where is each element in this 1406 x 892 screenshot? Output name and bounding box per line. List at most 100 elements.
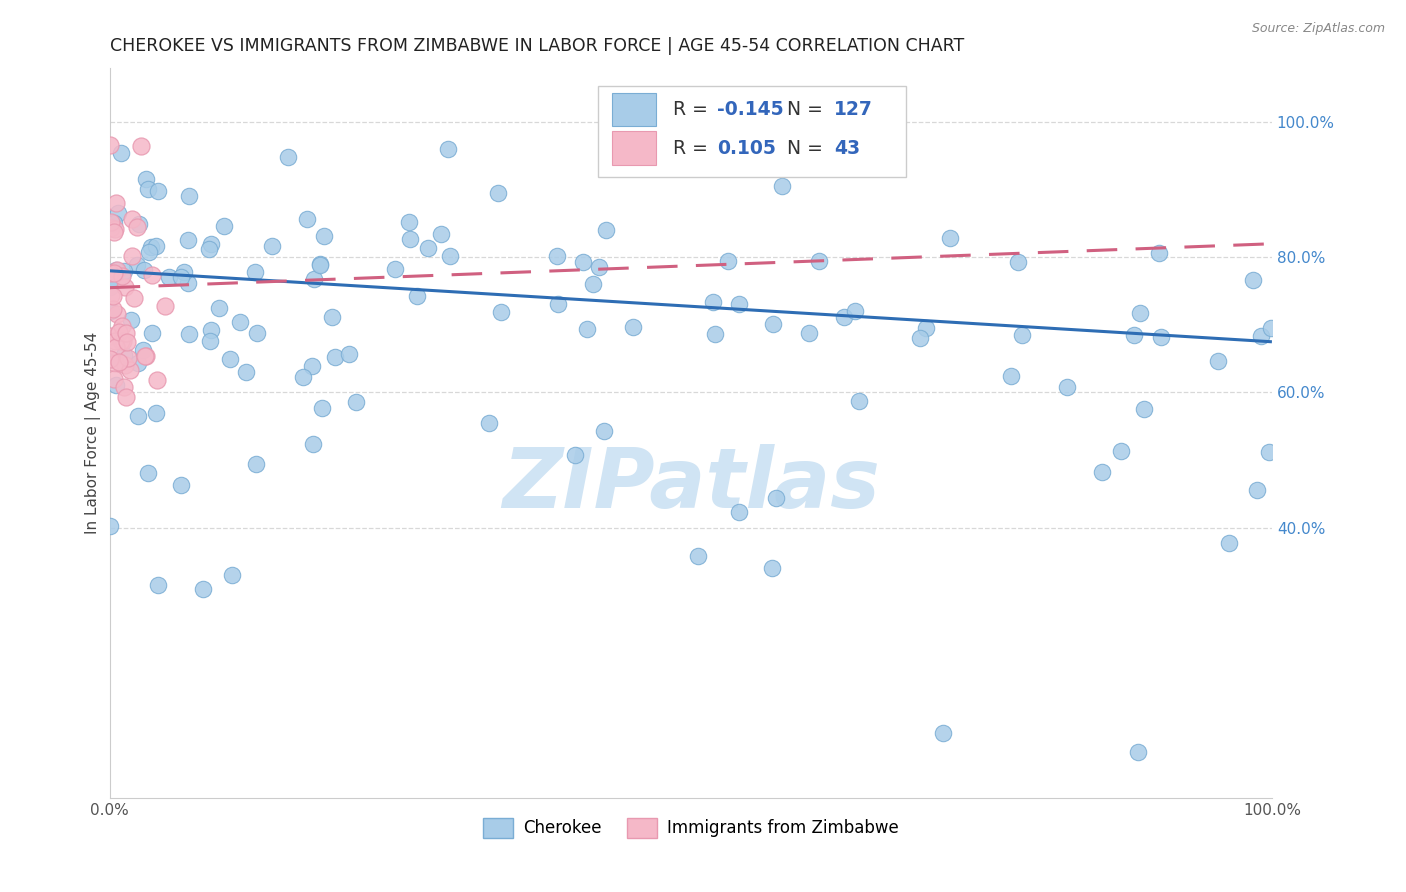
Point (128, 217, 150, 231)
Point (103, 222, 125, 236)
Point (115, 390, 138, 404)
Point (138, 181, 160, 195)
Point (138, 245, 160, 260)
Point (277, 150, 299, 164)
Text: ZIPatlas: ZIPatlas (502, 443, 880, 524)
Point (100, 278, 122, 293)
Point (218, 352, 240, 367)
Point (309, 258, 332, 272)
Point (1126, 745, 1149, 759)
Point (1250, 329, 1272, 343)
Point (200, 236, 222, 251)
Point (107, 325, 129, 339)
Point (1011, 328, 1033, 343)
Point (191, 582, 214, 596)
Point (104, 263, 127, 277)
Point (302, 437, 325, 451)
Point (111, 269, 134, 284)
Point (104, 195, 127, 210)
Point (1000, 369, 1022, 384)
Point (101, 301, 124, 316)
Point (770, 178, 793, 193)
Point (146, 373, 169, 387)
Point (727, 297, 749, 311)
Point (398, 215, 420, 229)
Point (103, 216, 125, 230)
Point (311, 401, 333, 416)
Point (98, 351, 121, 366)
Point (302, 272, 325, 286)
Point (546, 249, 568, 263)
Point (588, 260, 610, 275)
Point (728, 505, 751, 519)
Point (120, 313, 142, 327)
Point (323, 350, 346, 364)
Point (1150, 330, 1173, 344)
Point (246, 326, 269, 340)
Point (173, 265, 195, 279)
Point (110, 145, 132, 160)
Point (112, 380, 135, 394)
Point (418, 241, 440, 255)
Point (145, 239, 167, 253)
Point (141, 326, 163, 340)
Point (100, 220, 122, 235)
Point (1056, 379, 1078, 393)
Point (104, 340, 127, 354)
Text: N =: N = (787, 100, 830, 120)
Text: R =: R = (673, 100, 714, 120)
Point (1241, 273, 1264, 287)
Point (593, 424, 616, 438)
Text: CHEROKEE VS IMMIGRANTS FROM ZIMBABWE IN LABOR FORCE | AGE 45-54 CORRELATION CHAR: CHEROKEE VS IMMIGRANTS FROM ZIMBABWE IN … (110, 37, 965, 55)
Point (344, 395, 367, 409)
Point (135, 349, 157, 363)
Point (100, 303, 122, 318)
Point (1133, 402, 1156, 417)
Point (107, 206, 129, 220)
Point (98, 137, 121, 152)
Point (761, 561, 783, 575)
Point (134, 349, 156, 363)
Point (135, 172, 157, 186)
Point (245, 457, 267, 471)
Text: 127: 127 (834, 100, 873, 120)
Point (145, 406, 167, 420)
Point (337, 347, 360, 361)
Point (200, 323, 222, 337)
Point (717, 253, 740, 268)
Point (100, 352, 122, 367)
Point (308, 256, 330, 270)
Point (1206, 353, 1229, 368)
Point (98, 266, 121, 280)
Point (301, 359, 323, 373)
Point (235, 365, 257, 379)
Point (1123, 328, 1146, 343)
Point (908, 331, 931, 345)
FancyBboxPatch shape (612, 131, 655, 165)
Text: 0.105: 0.105 (717, 139, 776, 158)
Point (104, 334, 127, 349)
Point (245, 265, 267, 279)
Point (260, 238, 283, 252)
Point (489, 305, 512, 319)
Point (104, 377, 127, 392)
Point (212, 219, 235, 233)
Point (198, 242, 221, 256)
Point (295, 212, 318, 227)
Point (1091, 465, 1114, 479)
Point (686, 549, 709, 563)
Point (1258, 444, 1281, 458)
Point (177, 233, 200, 247)
Point (127, 409, 149, 424)
Point (112, 334, 135, 349)
Point (136, 466, 159, 480)
Point (120, 362, 142, 376)
Point (115, 326, 138, 340)
Point (104, 356, 127, 370)
Point (170, 270, 193, 285)
Point (486, 186, 509, 200)
Point (121, 211, 143, 226)
Point (576, 322, 599, 336)
Point (200, 334, 222, 349)
FancyBboxPatch shape (598, 87, 905, 178)
